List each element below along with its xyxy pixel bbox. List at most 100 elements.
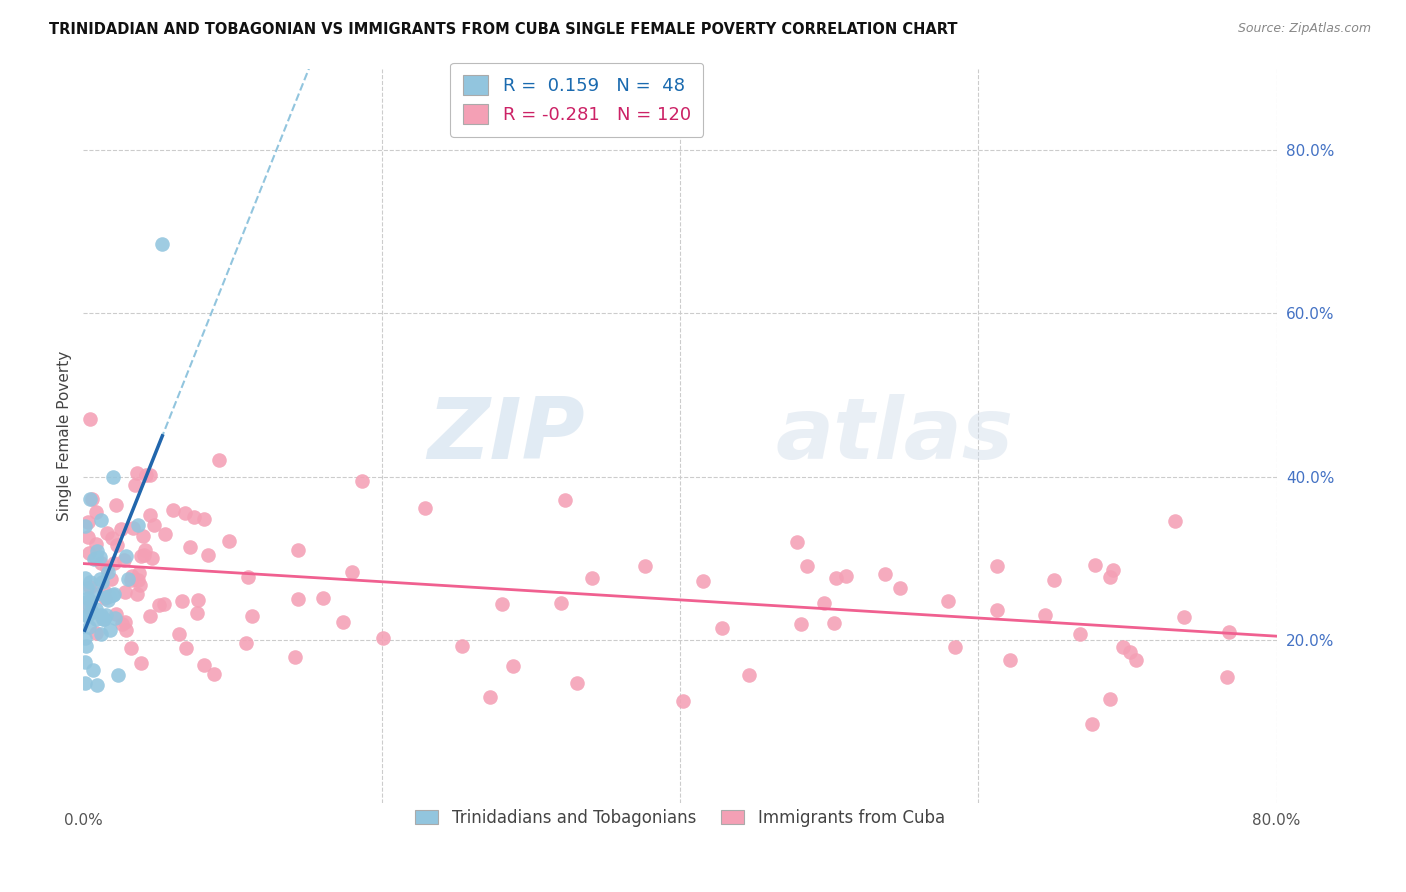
Point [1042,574,1064,588]
Point [76,607,98,622]
Point [90,626,112,640]
Point [132,548,155,562]
Point [79,412,101,426]
Point [218,534,240,549]
Text: TRINIDADIAN AND TOBAGONIAN VS IMMIGRANTS FROM CUBA SINGLE FEMALE POVERTY CORRELA: TRINIDADIAN AND TOBAGONIAN VS IMMIGRANTS… [49,22,957,37]
Point [84,537,107,551]
Point [82,663,104,677]
Point [114,615,136,629]
Point [83,551,105,566]
Point [76,581,98,595]
Point [101,531,124,545]
Point [115,549,138,564]
Point [110,522,132,536]
Point [76,591,98,606]
Point [90,513,112,527]
Point [73,595,96,609]
Point [478,690,501,704]
Point [187,592,209,607]
Point [1098,692,1121,706]
Point [193,512,215,526]
Text: Source: ZipAtlas.com: Source: ZipAtlas.com [1237,22,1371,36]
Point [162,503,184,517]
Point [174,506,197,520]
Point [104,611,127,625]
Point [84,601,107,615]
Point [790,617,813,632]
Y-axis label: Single Female Poverty: Single Female Poverty [58,351,72,521]
Point [672,694,695,708]
Point [550,596,572,610]
Point [554,493,576,508]
Point [127,518,149,533]
Point [111,617,134,632]
Point [373,631,395,645]
Point [167,627,190,641]
Point [1102,563,1125,577]
Point [312,591,335,605]
Legend: Trinidadians and Tobagonians, Immigrants from Cuba: Trinidadians and Tobagonians, Immigrants… [406,800,953,835]
Point [127,587,149,601]
Point [73,676,96,690]
Point [80,491,103,506]
Point [197,548,219,562]
Point [235,636,257,650]
Point [1098,570,1121,584]
Point [202,667,225,681]
Point [89,572,111,586]
Point [138,468,160,483]
Point [152,597,174,611]
Point [73,631,96,645]
Point [84,612,107,626]
Point [76,608,98,623]
Point [1033,607,1056,622]
Point [141,551,163,566]
Point [148,598,170,612]
Point [96,590,118,604]
Point [287,591,309,606]
Point [105,537,128,551]
Point [796,558,818,573]
Point [143,518,166,533]
Point [115,624,138,638]
Point [413,501,436,516]
Point [75,655,97,669]
Point [565,675,588,690]
Point [86,551,108,566]
Point [889,582,911,596]
Point [287,542,309,557]
Point [208,453,231,467]
Point [79,546,101,560]
Text: atlas: atlas [775,394,1014,477]
Point [112,553,135,567]
Point [80,605,103,619]
Point [786,535,808,549]
Point [86,626,108,640]
Point [105,607,128,622]
Point [155,526,177,541]
Point [84,587,107,601]
Point [93,612,115,626]
Point [73,519,96,533]
Point [96,560,118,574]
Point [90,556,112,570]
Point [193,657,215,672]
Point [581,571,603,585]
Point [998,653,1021,667]
Point [825,571,848,585]
Point [121,568,143,582]
Point [813,596,835,610]
Point [936,593,959,607]
Point [76,600,98,615]
Point [131,656,153,670]
Point [873,566,896,581]
Point [1163,515,1185,529]
Point [96,525,118,540]
Point [823,616,845,631]
Point [75,639,97,653]
Point [835,569,858,583]
Point [174,641,197,656]
Point [284,650,307,665]
Point [79,575,101,590]
Point [73,571,96,585]
